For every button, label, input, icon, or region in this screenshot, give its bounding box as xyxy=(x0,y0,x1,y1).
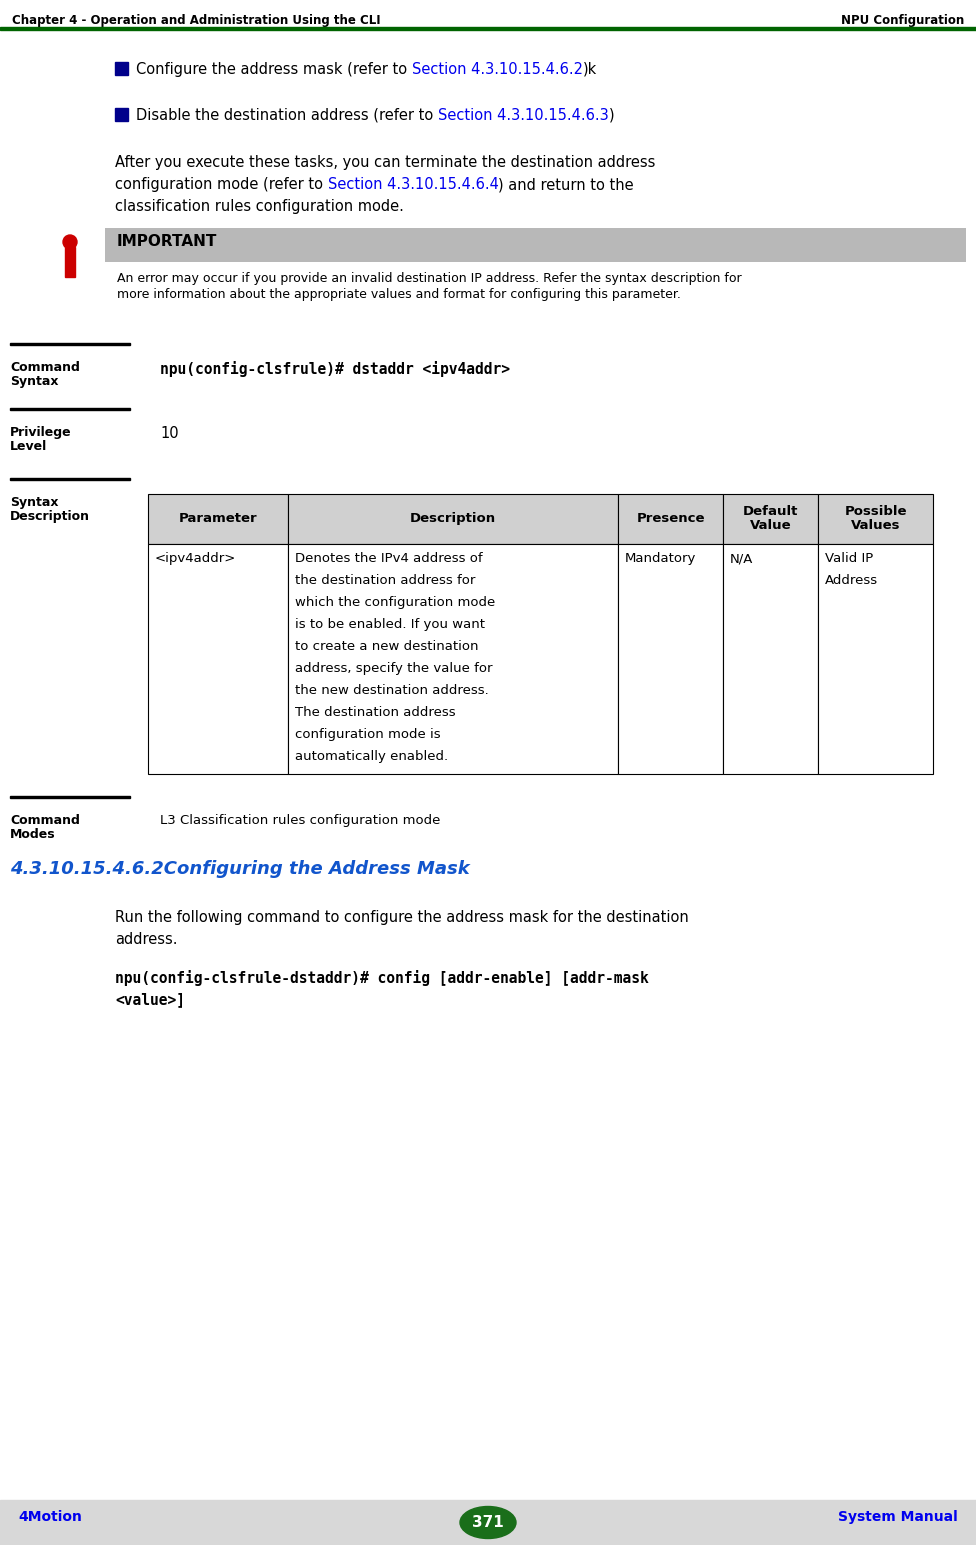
Text: automatically enabled.: automatically enabled. xyxy=(295,749,448,763)
Bar xyxy=(0,26,976,29)
Text: classification rules configuration mode.: classification rules configuration mode. xyxy=(115,199,404,215)
Text: Value: Value xyxy=(750,519,792,531)
Text: which the configuration mode: which the configuration mode xyxy=(295,596,495,609)
Bar xyxy=(10,796,130,799)
Bar xyxy=(0,1500,976,1545)
Text: System Manual: System Manual xyxy=(838,1509,958,1523)
Bar xyxy=(115,62,128,76)
Text: <value>]: <value>] xyxy=(115,992,185,1007)
Circle shape xyxy=(63,235,77,249)
Text: An error may occur if you provide an invalid destination IP address. Refer the s: An error may occur if you provide an inv… xyxy=(117,272,742,284)
Bar xyxy=(818,544,933,774)
Text: <ipv4addr>: <ipv4addr> xyxy=(155,552,236,565)
Text: Section 4.3.10.15.4.6.3: Section 4.3.10.15.4.6.3 xyxy=(438,108,609,124)
Bar xyxy=(288,544,618,774)
Text: After you execute these tasks, you can terminate the destination address: After you execute these tasks, you can t… xyxy=(115,154,655,170)
Bar xyxy=(10,343,130,345)
Text: IMPORTANT: IMPORTANT xyxy=(117,233,218,249)
Text: Valid IP: Valid IP xyxy=(825,552,874,565)
Text: 371: 371 xyxy=(472,1516,504,1530)
Bar xyxy=(148,544,288,774)
Bar xyxy=(818,494,933,544)
Text: Denotes the IPv4 address of: Denotes the IPv4 address of xyxy=(295,552,482,565)
Text: configuration mode (refer to: configuration mode (refer to xyxy=(115,178,328,192)
Text: the destination address for: the destination address for xyxy=(295,575,475,587)
Text: Description: Description xyxy=(10,510,90,524)
Text: address, specify the value for: address, specify the value for xyxy=(295,661,493,675)
Text: Mandatory: Mandatory xyxy=(625,552,696,565)
Bar xyxy=(10,408,130,409)
Bar xyxy=(115,108,128,121)
Text: ) and return to the: ) and return to the xyxy=(499,178,634,192)
Bar xyxy=(723,544,818,774)
Text: to create a new destination: to create a new destination xyxy=(295,640,478,654)
Text: 4Motion: 4Motion xyxy=(18,1509,82,1523)
Text: Default: Default xyxy=(743,505,798,518)
Bar xyxy=(105,229,966,263)
Text: Chapter 4 - Operation and Administration Using the CLI: Chapter 4 - Operation and Administration… xyxy=(12,14,381,26)
Text: Level: Level xyxy=(10,440,47,453)
Text: Presence: Presence xyxy=(636,511,705,525)
Text: Privilege: Privilege xyxy=(10,426,71,439)
Text: )k: )k xyxy=(583,62,597,77)
Bar xyxy=(148,494,288,544)
Text: Command: Command xyxy=(10,362,80,374)
Text: configuration mode is: configuration mode is xyxy=(295,728,440,742)
Text: The destination address: The destination address xyxy=(295,706,456,718)
Bar xyxy=(65,247,75,277)
Text: Syntax: Syntax xyxy=(10,375,59,388)
Text: more information about the appropriate values and format for configuring this pa: more information about the appropriate v… xyxy=(117,287,681,301)
Text: npu(config-clsfrule)# dstaddr <ipv4addr>: npu(config-clsfrule)# dstaddr <ipv4addr> xyxy=(160,362,510,377)
Text: NPU Configuration: NPU Configuration xyxy=(840,14,964,26)
Text: Section 4.3.10.15.4.6.2: Section 4.3.10.15.4.6.2 xyxy=(412,62,583,77)
Text: 10: 10 xyxy=(160,426,179,440)
Text: Disable the destination address (refer to: Disable the destination address (refer t… xyxy=(136,108,438,124)
Text: is to be enabled. If you want: is to be enabled. If you want xyxy=(295,618,485,630)
Text: address.: address. xyxy=(115,932,178,947)
Text: Section 4.3.10.15.4.6.4: Section 4.3.10.15.4.6.4 xyxy=(328,178,499,192)
Text: Parameter: Parameter xyxy=(179,511,258,525)
Text: the new destination address.: the new destination address. xyxy=(295,684,489,697)
Bar xyxy=(288,494,618,544)
Text: L3 Classification rules configuration mode: L3 Classification rules configuration mo… xyxy=(160,814,440,827)
Text: ): ) xyxy=(609,108,614,124)
Text: N/A: N/A xyxy=(730,552,753,565)
Text: Modes: Modes xyxy=(10,828,56,840)
Text: Configure the address mask (refer to: Configure the address mask (refer to xyxy=(136,62,412,77)
Text: Values: Values xyxy=(851,519,900,531)
Text: Run the following command to configure the address mask for the destination: Run the following command to configure t… xyxy=(115,910,689,925)
Text: 4.3.10.15.4.6.2Configuring the Address Mask: 4.3.10.15.4.6.2Configuring the Address M… xyxy=(10,861,469,878)
Bar xyxy=(10,477,130,480)
Text: Syntax: Syntax xyxy=(10,496,59,508)
Text: Possible: Possible xyxy=(844,505,907,518)
Ellipse shape xyxy=(460,1506,516,1539)
Text: Command: Command xyxy=(10,814,80,827)
Bar xyxy=(618,494,723,544)
Bar xyxy=(618,544,723,774)
Text: Description: Description xyxy=(410,511,496,525)
Bar xyxy=(723,494,818,544)
Text: Address: Address xyxy=(825,575,878,587)
Text: npu(config-clsfrule-dstaddr)# config [addr-enable] [addr-mask: npu(config-clsfrule-dstaddr)# config [ad… xyxy=(115,970,649,986)
